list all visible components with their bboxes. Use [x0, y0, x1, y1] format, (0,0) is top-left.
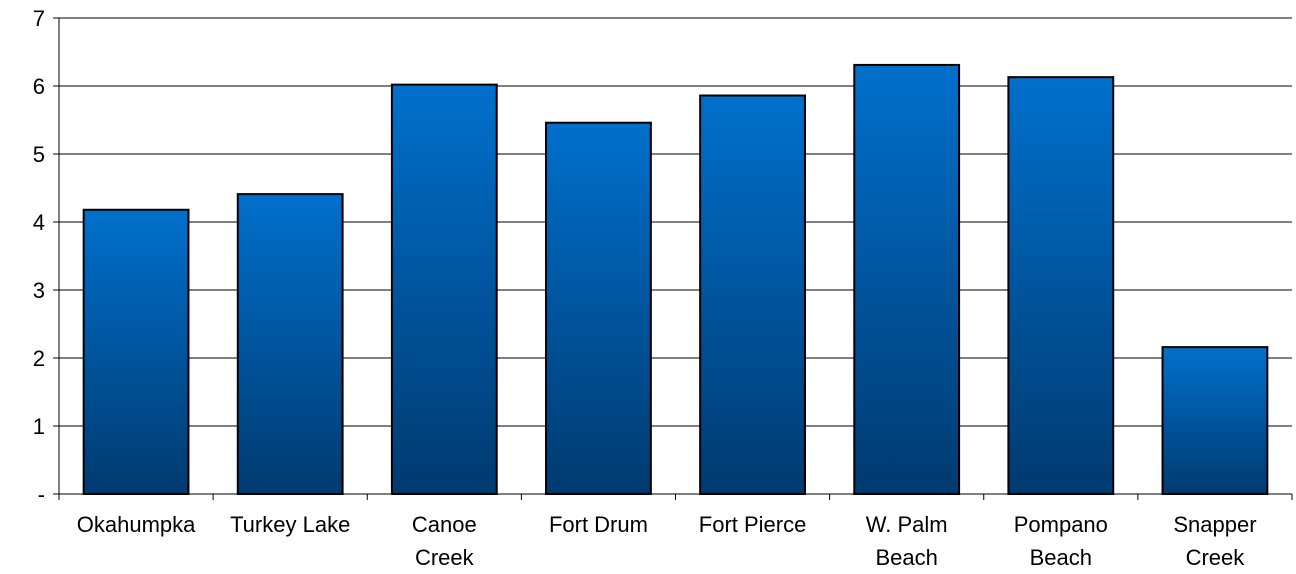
x-category-label: Turkey Lake: [230, 512, 350, 537]
x-category-label: Beach: [875, 545, 937, 570]
bar: [82, 208, 190, 495]
y-tick-label: 7: [33, 6, 45, 31]
x-category-label: Creek: [1186, 545, 1246, 570]
y-tick-label: 2: [33, 346, 45, 371]
x-category-label: Pompano: [1014, 512, 1108, 537]
x-category-label: W. Palm: [866, 512, 948, 537]
x-category-label: Snapper: [1173, 512, 1256, 537]
y-tick-label: 5: [33, 142, 45, 167]
bar: [853, 63, 961, 495]
bar: [1161, 346, 1269, 495]
bar: [699, 94, 806, 496]
y-tick-label: 4: [33, 210, 45, 235]
y-tick-label: 3: [33, 278, 45, 303]
x-category-label: Canoe: [412, 512, 477, 537]
y-tick-labels: - 1 2 3 4 5 6 7: [33, 6, 45, 507]
bar: [1007, 76, 1115, 495]
x-category-label: Beach: [1030, 545, 1092, 570]
x-category-label: Fort Pierce: [699, 512, 807, 537]
x-category-labels: Okahumpka Turkey Lake Canoe Creek Fort Drum F…: [77, 512, 1257, 570]
y-tick-label: 6: [33, 74, 45, 99]
y-tick-label: 1: [33, 414, 45, 439]
x-category-label: Fort Drum: [549, 512, 648, 537]
bar: [545, 121, 652, 495]
x-category-label: Creek: [415, 545, 475, 570]
bar: [236, 193, 344, 495]
x-category-label: Okahumpka: [77, 512, 196, 537]
y-tick-label: -: [38, 482, 45, 507]
bars: [82, 63, 1269, 496]
bar: [390, 83, 498, 495]
